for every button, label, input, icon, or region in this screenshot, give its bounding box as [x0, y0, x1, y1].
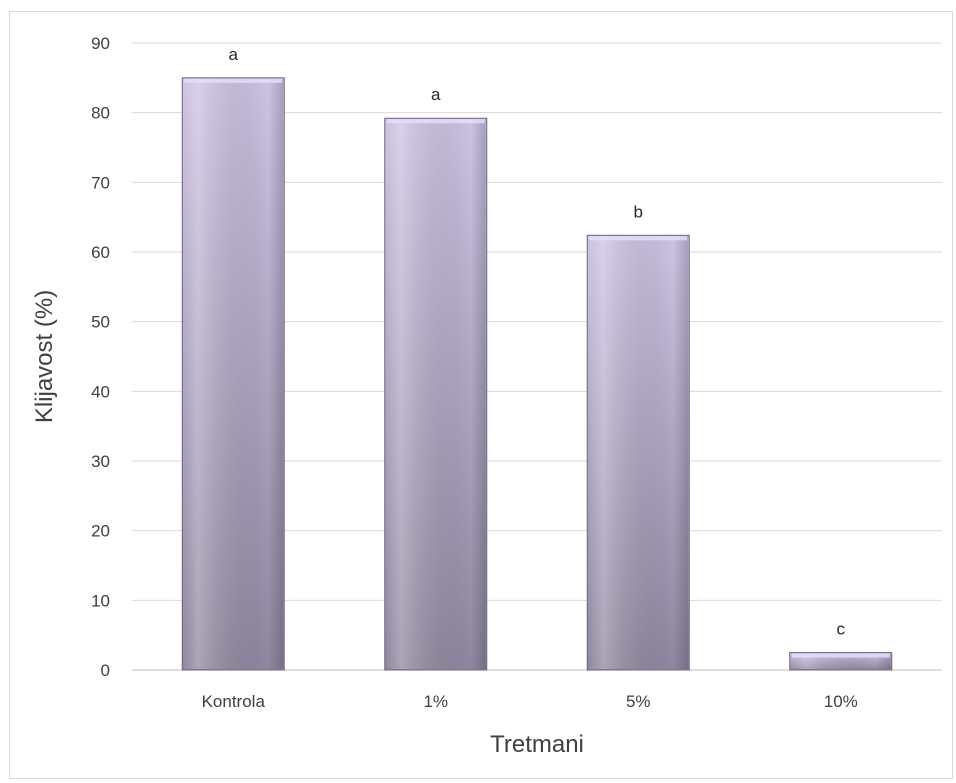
bar-shading	[183, 78, 284, 670]
bar-top-highlight	[184, 78, 283, 83]
y-tick-label: 60	[91, 243, 110, 262]
bar-shading	[588, 236, 689, 669]
y-tick-label: 20	[91, 522, 110, 541]
y-tick-label: 10	[91, 591, 110, 610]
y-tick-label: 80	[91, 104, 110, 123]
bar-top-highlight	[589, 236, 688, 241]
significance-label: c	[837, 620, 846, 639]
significance-labels: a a b c	[229, 45, 846, 639]
y-axis-title: Klijavost (%)	[31, 290, 58, 423]
y-axis-ticks: 0 10 20 30 40 50 60 70 80 90	[91, 34, 110, 680]
significance-label: a	[431, 85, 441, 104]
bar-top-highlight	[386, 119, 485, 124]
x-tick-label: 1%	[423, 692, 448, 711]
x-tick-label: 10%	[824, 692, 858, 711]
x-axis-ticks: Kontrola 1% 5% 10%	[202, 692, 858, 711]
x-axis-title: Tretmani	[490, 731, 584, 758]
bars	[181, 77, 893, 671]
y-tick-label: 40	[91, 382, 110, 401]
bar-top-highlight	[791, 653, 890, 658]
significance-label: a	[229, 45, 239, 64]
y-tick-label: 0	[101, 661, 110, 680]
y-tick-label: 70	[91, 173, 110, 192]
significance-label: b	[634, 202, 643, 221]
y-tick-label: 90	[91, 34, 110, 53]
bar-shading	[385, 119, 486, 670]
y-tick-label: 30	[91, 452, 110, 471]
y-tick-label: 50	[91, 313, 110, 332]
x-tick-label: 5%	[626, 692, 651, 711]
x-tick-label: Kontrola	[202, 692, 266, 711]
